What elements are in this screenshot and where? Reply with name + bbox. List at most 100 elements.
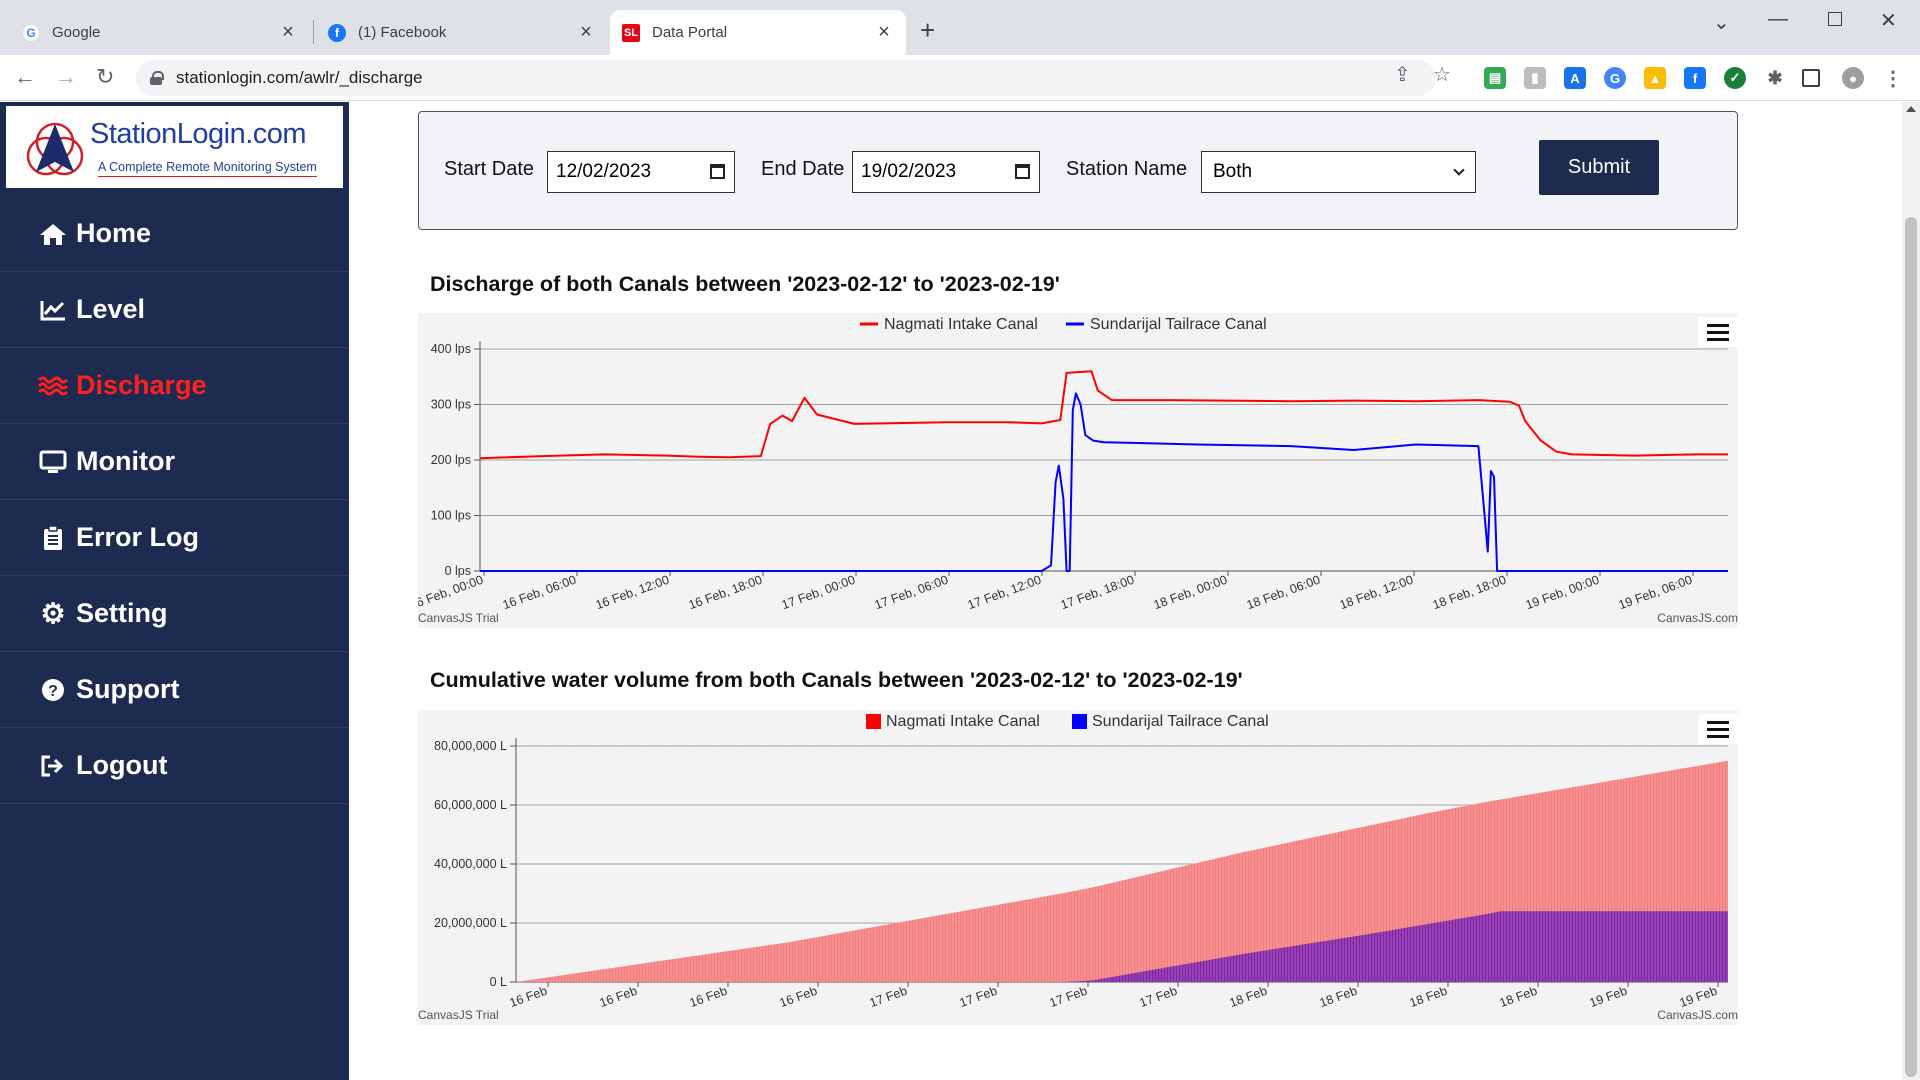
- x-tick-label: 16 Feb, 12:00: [594, 573, 671, 613]
- discharge-chart: Nagmati Intake Canal Sundarijal Tailrace …: [418, 313, 1738, 628]
- x-tick-label: 16 Feb: [778, 984, 819, 1010]
- x-tick-label: 16 Feb, 06:00: [501, 573, 578, 613]
- minimize-icon[interactable]: —: [1768, 8, 1788, 30]
- line-chart-icon: [38, 299, 68, 321]
- x-tick-label: 17 Feb: [1048, 984, 1089, 1010]
- sidebar-item-discharge[interactable]: Discharge: [0, 348, 349, 424]
- x-tick-label: 17 Feb, 18:00: [1059, 573, 1136, 613]
- legend-label: Nagmati Intake Canal: [884, 316, 1038, 333]
- tab-facebook[interactable]: f (1) Facebook ×: [316, 10, 608, 55]
- sidebar-item-home[interactable]: Home: [0, 196, 349, 272]
- close-icon[interactable]: ×: [878, 21, 890, 43]
- reload-icon[interactable]: ↻: [96, 64, 115, 89]
- svg-text:?: ?: [48, 683, 58, 700]
- star-icon[interactable]: ☆: [1433, 64, 1451, 86]
- new-tab-icon[interactable]: +: [920, 15, 936, 45]
- x-tick-label: 16 Feb: [688, 984, 729, 1010]
- series-line: [479, 370, 1728, 460]
- sidebar-item-label: Logout: [76, 750, 168, 780]
- shield-icon[interactable]: ✓: [1724, 67, 1746, 89]
- monitor-icon: [38, 450, 68, 474]
- sidebar-item-label: Setting: [76, 598, 168, 628]
- x-tick-label: 16 Feb: [508, 984, 549, 1010]
- page-scrollbar[interactable]: [1902, 102, 1920, 1080]
- y-tick-label: 0 L: [490, 975, 507, 989]
- y-tick-label: 0 lps: [445, 564, 471, 578]
- start-date-field[interactable]: 12/02/2023: [547, 151, 735, 193]
- translate-icon[interactable]: G: [1604, 67, 1626, 89]
- sidebar-item-monitor[interactable]: Monitor: [0, 424, 349, 500]
- sidebar-item-label: Monitor: [76, 446, 175, 476]
- end-date-field[interactable]: 19/02/2023: [852, 151, 1040, 193]
- sidebar-item-setting[interactable]: ⚙ Setting: [0, 576, 349, 652]
- x-tick-label: 17 Feb, 12:00: [966, 573, 1043, 613]
- canvasjs-trial-text: CanvasJS Trial: [418, 1008, 499, 1022]
- x-tick-label: 18 Feb: [1408, 984, 1449, 1010]
- x-tick-label: 18 Feb, 12:00: [1338, 573, 1415, 613]
- x-tick-label: 18 Feb, 00:00: [1152, 573, 1229, 613]
- sidebar-item-support[interactable]: ? Support: [0, 652, 349, 728]
- question-icon: ?: [38, 678, 68, 702]
- browser-toolbar: ← → ↻ stationlogin.com/awlr/_discharge ⇪…: [0, 55, 1920, 101]
- calendar-icon[interactable]: [710, 164, 725, 179]
- scroll-up-arrow-icon[interactable]: [1906, 106, 1916, 112]
- browser-tab-strip: G Google × f (1) Facebook × SL Data Port…: [0, 0, 1920, 55]
- maximize-icon[interactable]: [1828, 12, 1842, 26]
- address-bar[interactable]: stationlogin.com/awlr/_discharge: [136, 60, 1436, 96]
- extension-icon[interactable]: ▮: [1524, 67, 1546, 89]
- tab-data-portal[interactable]: SL Data Portal ×: [610, 10, 906, 55]
- logo-title: StationLogin.com: [90, 118, 307, 150]
- gear-icon: ⚙: [40, 598, 66, 629]
- extension-icon[interactable]: A: [1564, 67, 1586, 89]
- end-date-label: End Date: [761, 158, 845, 180]
- back-arrow-icon[interactable]: ←: [14, 64, 36, 89]
- x-tick-label: 16 Feb, 18:00: [687, 573, 764, 613]
- sidebar-item-level[interactable]: Level: [0, 272, 349, 348]
- sidebar-item-logout[interactable]: Logout: [0, 728, 349, 804]
- y-tick-label: 40,000,000 L: [434, 857, 507, 871]
- home-icon: [38, 222, 68, 246]
- sidebar-item-error-log[interactable]: Error Log: [0, 500, 349, 576]
- sidebar-item-label: Home: [76, 218, 152, 248]
- legend-label: Sundarijal Tailrace Canal: [1092, 713, 1269, 730]
- tab-google[interactable]: G Google ×: [10, 10, 310, 55]
- close-icon[interactable]: ×: [580, 21, 592, 43]
- extension-icon[interactable]: ▤: [1484, 67, 1506, 89]
- puzzle-icon[interactable]: ✱: [1767, 67, 1783, 88]
- facebook-ext-icon[interactable]: f: [1684, 67, 1706, 89]
- x-tick-label: 17 Feb: [958, 984, 999, 1010]
- station-select[interactable]: Both: [1201, 151, 1476, 193]
- legend-label: Nagmati Intake Canal: [886, 713, 1040, 730]
- chart-menu-icon[interactable]: [1698, 317, 1738, 347]
- tab-search-icon[interactable]: ⌄: [1713, 12, 1730, 34]
- calendar-icon[interactable]: [1015, 164, 1030, 179]
- logo[interactable]: StationLogin.com A Complete Remote Monit…: [6, 106, 343, 188]
- forward-arrow-icon[interactable]: →: [55, 64, 77, 89]
- sidebar-item-label: Support: [76, 674, 180, 704]
- x-tick-label: 17 Feb, 00:00: [780, 573, 857, 613]
- logo-subtitle: A Complete Remote Monitoring System: [98, 160, 317, 177]
- close-icon[interactable]: ×: [282, 21, 294, 43]
- chart-menu-icon[interactable]: [1698, 714, 1738, 744]
- x-tick-label: 16 Feb, 00:00: [418, 573, 485, 613]
- legend-label: Sundarijal Tailrace Canal: [1090, 316, 1267, 333]
- filter-form: Start Date 12/02/2023 End Date 19/02/202…: [418, 111, 1738, 230]
- side-panel-icon[interactable]: [1802, 69, 1820, 87]
- y-tick-label: 200 lps: [431, 453, 471, 467]
- bar-texture: [517, 746, 1728, 982]
- start-date-label: Start Date: [444, 158, 535, 180]
- clipboard-icon: [38, 524, 68, 551]
- drive-icon[interactable]: ▲: [1644, 67, 1666, 89]
- close-window-icon[interactable]: ✕: [1880, 10, 1897, 32]
- submit-button[interactable]: Submit: [1539, 140, 1659, 195]
- share-icon[interactable]: ⇪: [1394, 64, 1411, 86]
- series-line: [480, 392, 1728, 572]
- kebab-menu-icon[interactable]: ⋮: [1883, 67, 1903, 90]
- avatar[interactable]: ●: [1842, 67, 1864, 89]
- tab-title: Data Portal: [652, 24, 728, 41]
- legend-swatch: [866, 714, 881, 729]
- x-tick-label: 19 Feb: [1588, 984, 1629, 1010]
- station-select-value: Both: [1213, 161, 1253, 182]
- scrollbar-thumb[interactable]: [1905, 217, 1917, 1077]
- station-name-label: Station Name: [1066, 158, 1188, 180]
